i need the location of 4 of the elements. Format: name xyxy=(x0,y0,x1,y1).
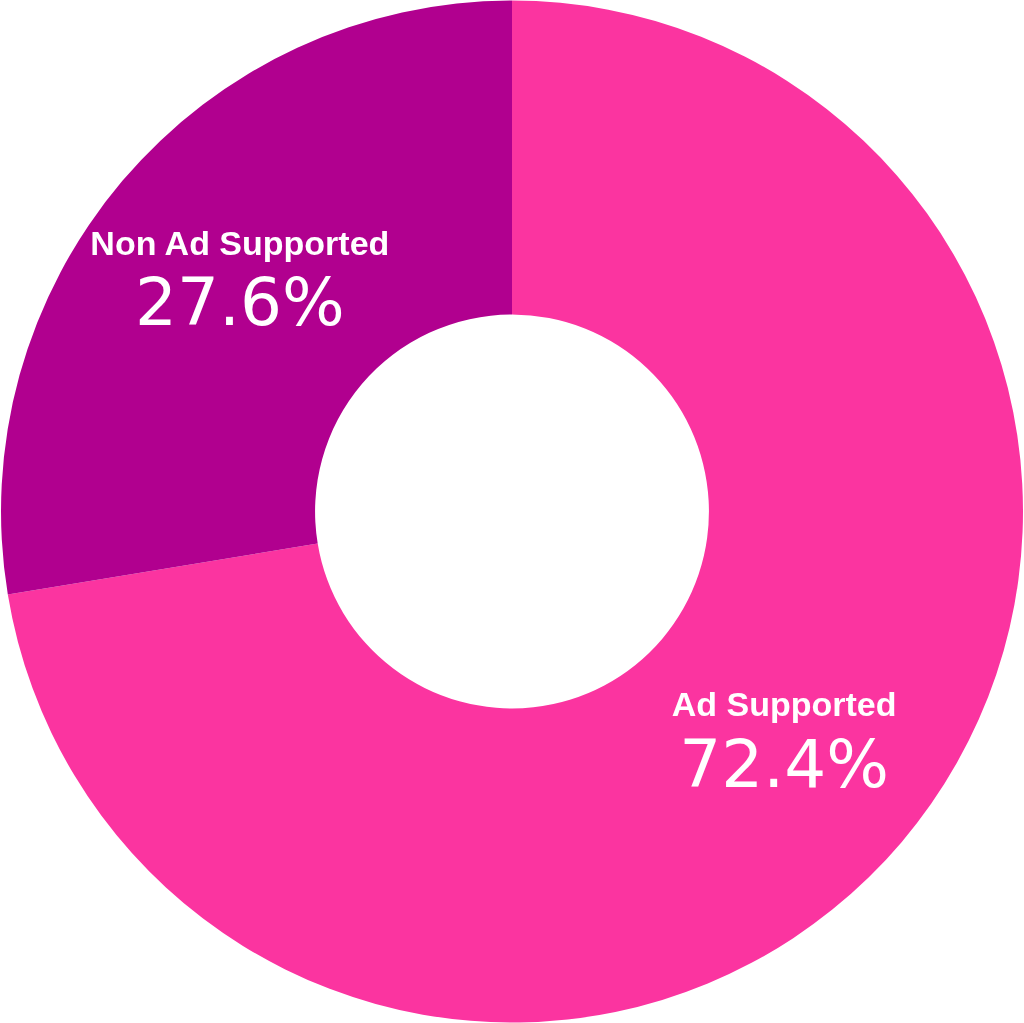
data-label: 27.6% xyxy=(135,264,345,342)
data-label: 72.4% xyxy=(679,725,889,803)
slice-label: Non Ad Supported xyxy=(90,223,390,262)
slice-label: Ad Supported xyxy=(671,685,897,724)
